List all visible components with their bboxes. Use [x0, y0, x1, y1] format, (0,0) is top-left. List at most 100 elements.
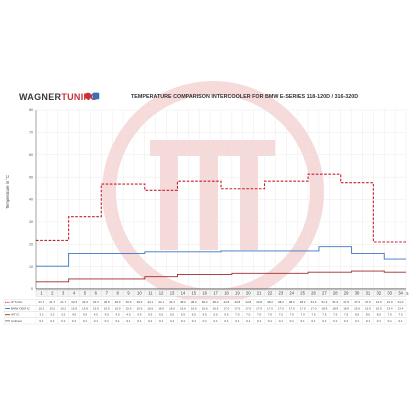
- data-point: [106, 253, 107, 254]
- data-point: [324, 271, 325, 273]
- data-point: [226, 188, 227, 190]
- table-header-row: 1 2 3 4 5 6 7 8 9 10 11 12 13 14 15 16 17 18 19 20 21 22 23 24 2…: [35, 289, 407, 297]
- x-tick-label: 5: [84, 290, 87, 295]
- x-tick-label: 28: [333, 290, 338, 295]
- data-point: [345, 288, 347, 290]
- data-point: [182, 251, 184, 253]
- table-row: WT IC 3.2 3.2 3.2 4.5 4.5 4.5 4.5 4.5 4.5 4.5 5.5 5.…: [3, 311, 407, 318]
- data-point: [41, 281, 42, 283]
- table-cell: 17.0: [311, 306, 317, 310]
- table-cell: 0.1: [388, 319, 393, 323]
- data-point: [367, 182, 369, 183]
- x-tick-label: 32: [376, 290, 381, 295]
- table-cell: 0.1: [39, 319, 44, 323]
- table-cell: 48.2: [202, 300, 208, 304]
- table-cell: 7.0: [235, 313, 240, 317]
- table-cell: 0.1: [322, 319, 327, 323]
- data-point: [84, 216, 86, 217]
- data-point: [237, 188, 238, 190]
- table-cell: 46.9: [136, 300, 142, 304]
- data-point: [280, 288, 282, 290]
- y-tick-label: 80: [29, 108, 33, 112]
- data-point: [106, 278, 107, 280]
- table-cell: 48.2: [300, 300, 306, 304]
- grid: [36, 109, 407, 290]
- table-cell: 15.9: [115, 306, 121, 310]
- table-cell: 16.6: [202, 306, 208, 310]
- table-cell: 15.9: [93, 306, 99, 310]
- data-point: [204, 180, 205, 182]
- data-point: [41, 240, 42, 241]
- data-point: [291, 180, 292, 182]
- x-tick-label: 2: [51, 290, 54, 295]
- table-row: IP Turbo 21.7 21.7 21.7 32.3 32.3 32.3 46.9 46.9…: [3, 299, 407, 306]
- y-tick-label: 20: [29, 242, 33, 246]
- brand-logo-icon: [84, 92, 100, 100]
- table-cell: 48.2: [278, 300, 284, 304]
- x-tick-label: 24: [289, 290, 294, 295]
- data-point: [73, 216, 75, 217]
- table-cell: 0.1: [377, 319, 382, 323]
- y-tick-label: 60: [29, 153, 33, 157]
- data-point: [95, 253, 97, 254]
- data-point: [139, 183, 140, 185]
- data-point: [128, 183, 129, 185]
- table-cell: 0.1: [290, 319, 295, 323]
- table-cell: 47.5: [354, 300, 360, 304]
- series-line: [36, 173, 406, 243]
- table-cell: 0.1: [105, 319, 110, 323]
- table-cell: 21.0: [376, 300, 382, 304]
- table-cell: 7.5: [311, 313, 316, 317]
- table-cell: 0.1: [203, 319, 208, 323]
- table-cell: 44.8: [245, 300, 251, 304]
- table-cell: 8.0: [355, 313, 360, 317]
- data-point: [389, 241, 390, 243]
- table-cell: 7.0: [257, 313, 262, 317]
- table-cell: 15.9: [376, 306, 382, 310]
- data-point: [204, 251, 205, 253]
- series-line: [36, 246, 406, 267]
- table-cell: 16.6: [169, 306, 175, 310]
- table-cell: 0.1: [61, 319, 66, 323]
- data-point: [356, 270, 358, 272]
- series-ambient: [36, 288, 406, 290]
- table-cell: 48.2: [191, 300, 197, 304]
- table-cell: 8.0: [377, 313, 382, 317]
- table-cell: 44.1: [147, 300, 153, 304]
- data-point: [182, 180, 184, 182]
- table-cell: 15.9: [136, 306, 142, 310]
- data-point: [367, 270, 369, 272]
- table-cell: 47.5: [343, 300, 349, 304]
- series-wt-ic: [36, 270, 406, 283]
- y-tick-label: 30: [29, 220, 33, 224]
- data-point: [356, 182, 358, 183]
- table-cell: 7.5: [333, 313, 338, 317]
- brand-name-part2: TUNING: [61, 92, 97, 102]
- table-cell: 16.6: [147, 306, 153, 310]
- table-cell: 48.2: [267, 300, 273, 304]
- y-tick-labels: 0 10 20 30 40 50 60 70 80: [29, 108, 33, 291]
- data-point: [226, 288, 227, 290]
- table-cell: 7.0: [268, 313, 273, 317]
- data-point: [171, 288, 173, 290]
- data-point: [378, 270, 380, 272]
- series-lines: [36, 173, 406, 290]
- data-point: [247, 273, 249, 274]
- data-point: [345, 182, 347, 183]
- data-point: [62, 281, 64, 283]
- data-point: [291, 288, 292, 290]
- x-tick-label: 19: [235, 290, 240, 295]
- x-tick-label: 17: [213, 290, 218, 295]
- data-point: [62, 240, 64, 241]
- data-point: [400, 258, 401, 260]
- x-tick-label: 14: [181, 290, 186, 295]
- table-cell: 13.4: [387, 306, 393, 310]
- table-cell: 7.5: [344, 313, 349, 317]
- data-point: [237, 250, 238, 252]
- data-point: [367, 288, 369, 290]
- table-cell: 0.1: [94, 319, 99, 323]
- table-cell: 32.3: [82, 300, 88, 304]
- table-cell: 16.6: [213, 306, 219, 310]
- data-point: [258, 250, 260, 252]
- table-cell: 15.9: [104, 306, 110, 310]
